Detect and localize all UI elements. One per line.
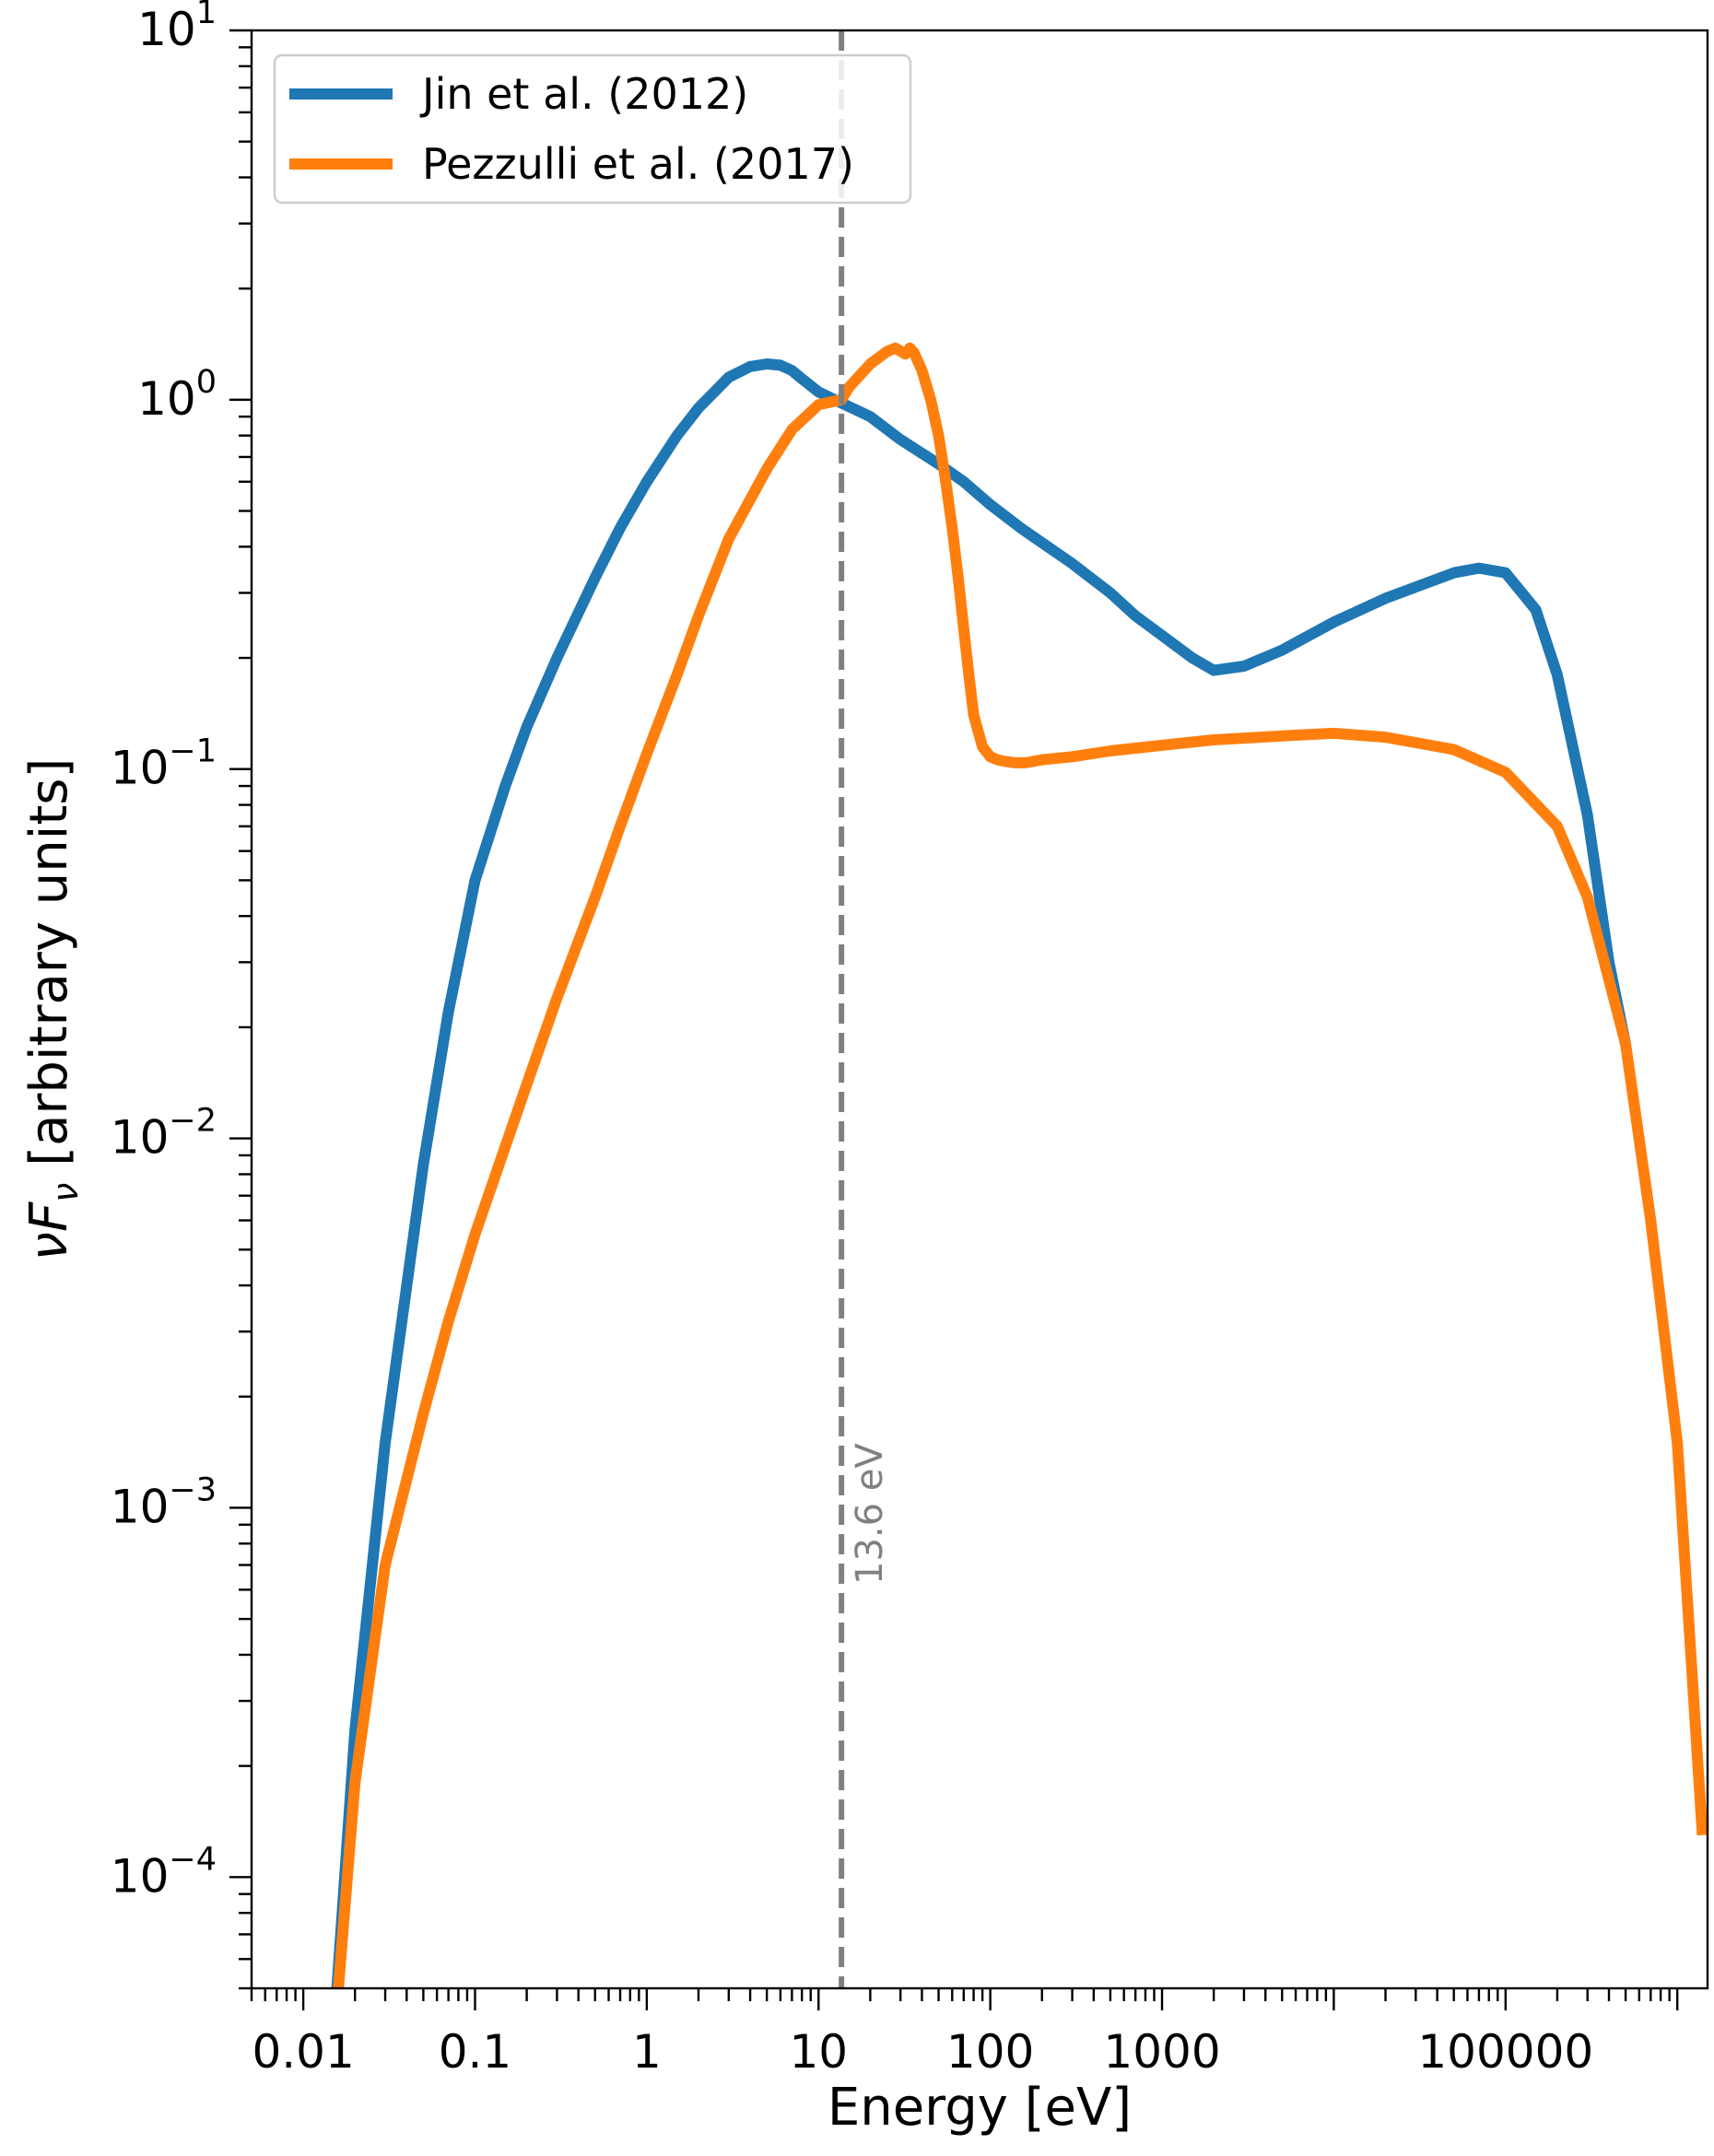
y-axis-label-rest: [arbitrary units] [19, 758, 79, 1183]
y-axis-label: νFν [arbitrary units] [19, 758, 86, 1261]
x-tick-label: 1000 [1103, 2025, 1220, 2079]
legend-box [273, 53, 912, 205]
reference-line-layer: 13.6 eV [839, 30, 891, 1988]
series-line-1 [331, 358, 1631, 1988]
y-tick-label: 101 [137, 0, 217, 56]
y-axis-label-base: νF [19, 1201, 79, 1260]
x-tick-label: 100 [946, 2025, 1034, 2079]
y-tick-label: 10−2 [111, 1103, 217, 1165]
x-tick-label: 10 [789, 2025, 848, 2079]
x-tick-label: 1 [632, 2025, 662, 2079]
tick-label-layer: 0.01 0.1 1 10 100 1000 100000 101 100 10−1 10−2 10−… [111, 0, 1593, 2079]
reference-line-label: 13.6 eV [849, 1443, 891, 1585]
y-tick-label: 10−1 [111, 733, 217, 795]
series-layer [331, 342, 1708, 1988]
x-tick-label: 100000 [1417, 2025, 1593, 2079]
legend-entry-label: Jin et al. (2012) [419, 69, 748, 119]
legend-entry-label: Pezzulli et al. (2017) [422, 139, 854, 189]
ticks-layer [229, 29, 1679, 2010]
series-line-2 [333, 342, 1708, 1988]
x-tick-label: 0.1 [439, 2025, 512, 2079]
y-tick-label: 100 [137, 364, 217, 426]
y-tick-label: 10−3 [111, 1471, 217, 1533]
x-tick-label: 0.01 [252, 2025, 354, 2079]
y-tick-label: 10−4 [111, 1841, 217, 1903]
plot-frame [250, 29, 1709, 1990]
x-axis-label: Energy [eV] [828, 2078, 1132, 2138]
y-axis-label-sub: ν [45, 1183, 86, 1202]
legend: Jin et al. (2012) Pezzulli et al. (2017) [273, 53, 912, 205]
